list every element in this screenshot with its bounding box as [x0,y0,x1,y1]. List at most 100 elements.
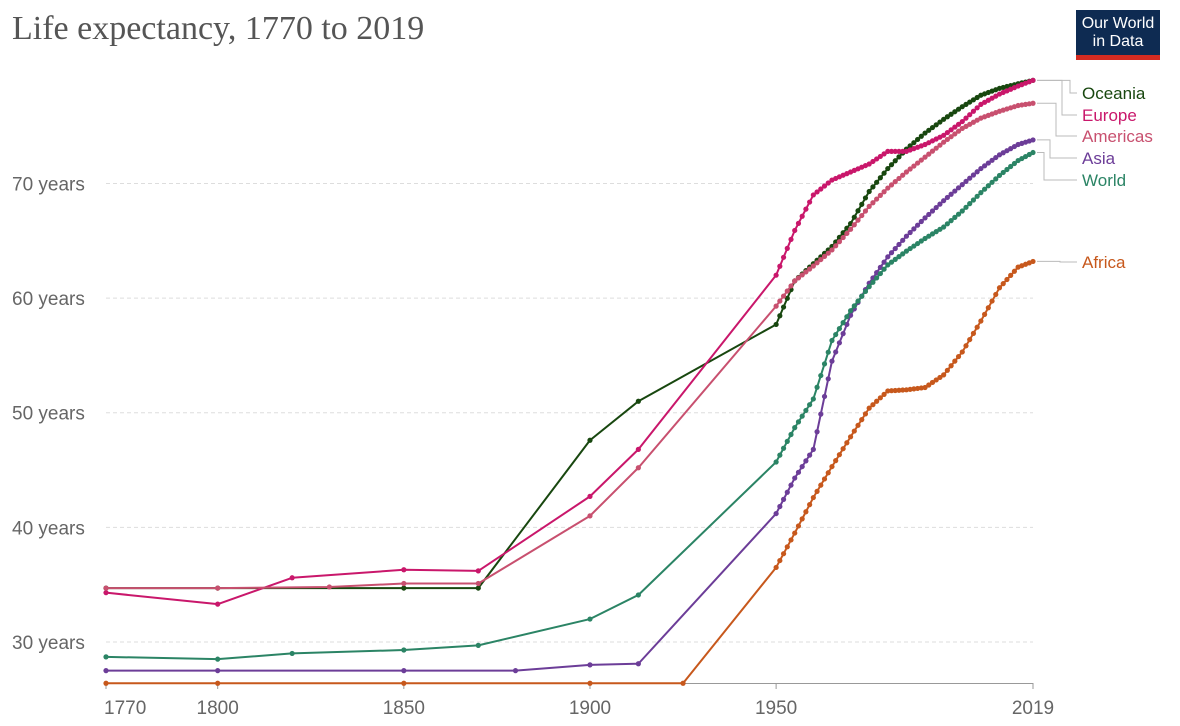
data-point [885,165,891,172]
data-point [955,353,962,360]
data-point [914,222,921,228]
data-point [859,417,865,423]
data-point [963,115,969,121]
data-point [877,270,883,277]
y-tick-label: 30 years [12,633,85,654]
data-point [784,489,790,495]
data-point [941,198,947,204]
data-point [825,250,831,256]
data-point [862,195,869,201]
y-tick-label: 50 years [12,404,85,425]
data-point [821,361,828,367]
data-point [788,431,794,438]
data-point [475,642,481,649]
data-point [955,106,962,112]
data-point [929,231,936,237]
data-point [1000,281,1006,287]
data-point [974,105,980,111]
data-point [892,148,898,154]
data-point [952,109,958,115]
data-point [215,680,221,686]
series-line [106,138,1034,672]
data-point [1030,77,1036,83]
data-point [680,680,686,686]
data-point [784,544,790,550]
data-point [948,218,954,224]
data-point [888,182,895,188]
data-point [803,269,809,275]
legend-label-africa: Africa [1082,253,1126,272]
data-point [937,201,943,207]
data-point [881,170,887,176]
data-point [103,585,109,591]
data-point [803,458,809,464]
data-point [795,220,802,226]
data-point [780,304,787,310]
data-point [900,237,906,243]
data-point [829,358,835,364]
data-point [959,208,965,214]
y-tick-label: 70 years [12,174,85,195]
y-tick-label: 60 years [12,289,85,310]
data-point [777,298,783,304]
x-tick-label: 1950 [755,698,797,719]
data-point [914,240,921,247]
data-point [985,160,991,166]
data-point [948,363,954,369]
data-point [401,567,407,573]
data-point [475,585,481,591]
data-point [903,248,910,254]
data-point [803,407,809,414]
data-point [963,204,969,210]
data-point [914,136,921,143]
data-point [862,411,869,417]
data-point [777,452,783,458]
data-point [974,94,980,101]
data-point [840,234,846,241]
data-point [885,388,891,394]
data-point [885,254,891,260]
data-point [103,668,109,674]
data-point [784,288,790,294]
data-point [918,238,924,244]
data-point [635,661,641,667]
data-point [907,229,913,236]
data-point [959,349,965,355]
data-point [1030,258,1036,265]
data-point [512,668,519,674]
data-point [840,446,846,452]
owid-logo[interactable]: Our World in Data [1076,10,1160,60]
legend-label-asia: Asia [1082,149,1116,168]
data-point [851,303,857,309]
data-point [885,148,891,154]
data-point [870,200,876,206]
data-point [929,124,936,131]
data-point [773,510,779,517]
legend-label-world: World [1082,171,1126,190]
data-point [926,127,932,133]
data-point [952,214,958,220]
data-point [926,151,932,157]
data-point [870,402,876,408]
data-point [937,119,943,125]
data-point [1008,163,1014,170]
data-point [911,140,917,146]
data-point [941,139,947,145]
data-point [814,260,820,266]
data-point [587,493,593,499]
data-point [970,172,977,178]
data-point [859,201,865,207]
legend-label-oceania: Oceania [1082,84,1146,103]
data-point [911,243,917,249]
chart-title: Life expectancy, 1770 to 2019 [12,10,425,47]
data-point [587,662,593,668]
data-point [851,214,857,220]
data-point [896,254,902,260]
data-point [401,668,407,674]
data-point [877,175,883,181]
data-point [959,182,965,188]
data-point [944,367,950,373]
data-point [963,178,969,185]
data-point [918,133,924,139]
